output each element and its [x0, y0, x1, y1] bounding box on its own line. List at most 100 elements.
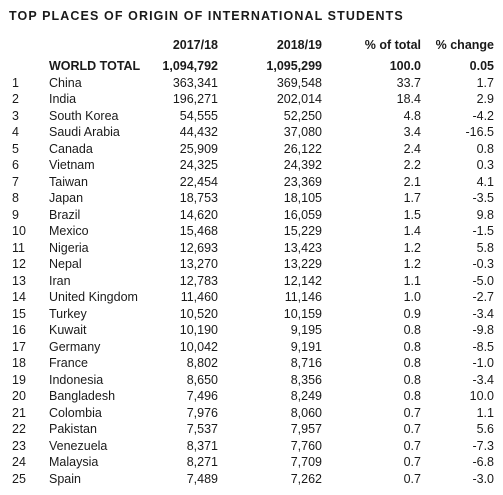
- cell-country: Venezuela: [49, 438, 108, 453]
- cell-percent-change: 1.7: [476, 75, 494, 90]
- cell-2017-18: 7,976: [186, 405, 218, 420]
- cell-country: Saudi Arabia: [49, 125, 120, 139]
- cell-percent-change: 2.9: [476, 92, 494, 106]
- table-row: 10 Mexico 15,468 15,229 1.4 -1.5: [0, 223, 503, 240]
- column-header-2017-18: 2017/18: [172, 38, 218, 52]
- cell-2017-18: 15,468: [179, 224, 218, 238]
- cell-rank: 11: [12, 240, 25, 255]
- cell-2017-18: 8,271: [186, 455, 218, 469]
- cell-percent-of-total: 4.8: [403, 108, 421, 123]
- cell-rank: 17: [12, 339, 26, 354]
- cell-percent-of-total: 2.4: [403, 141, 421, 156]
- cell-country: Nigeria: [49, 240, 89, 255]
- cell-percent-of-total: 1.2: [403, 257, 421, 271]
- cell-percent-change: -8.5: [472, 339, 494, 354]
- cell-rank: 10: [12, 224, 26, 238]
- cell-rank: 15: [12, 306, 26, 321]
- cell-percent-change: -2.7: [472, 290, 494, 304]
- cell-2018-19: 9,191: [290, 339, 322, 354]
- cell-rank: 14: [12, 290, 26, 304]
- cell-percent-of-total: 2.2: [403, 158, 421, 172]
- cell-percent-change: 9.8: [476, 207, 494, 222]
- cell-percent-change: 1.1: [476, 405, 494, 420]
- cell-2018-19: 37,080: [283, 125, 322, 139]
- cell-2017-18: 10,190: [179, 323, 218, 337]
- page-title: TOP PLACES OF ORIGIN OF INTERNATIONAL ST…: [9, 9, 404, 23]
- cell-2017-18: 10,520: [179, 306, 218, 321]
- total-label: WORLD TOTAL: [49, 59, 141, 73]
- cell-percent-of-total: 1.1: [403, 273, 421, 288]
- cell-2017-18: 54,555: [179, 108, 218, 123]
- cell-percent-change: -4.2: [472, 108, 494, 123]
- cell-percent-of-total: 18.4: [396, 92, 421, 106]
- cell-percent-of-total: 1.5: [403, 207, 421, 222]
- cell-percent-change: -7.3: [472, 438, 494, 453]
- cell-2018-19: 13,229: [283, 257, 322, 271]
- table-row: 14 United Kingdom 11,460 11,146 1.0 -2.7: [0, 289, 503, 306]
- cell-2018-19: 12,142: [283, 273, 322, 288]
- cell-percent-of-total: 0.8: [403, 372, 421, 387]
- table-row: 6 Vietnam 24,325 24,392 2.2 0.3: [0, 157, 503, 174]
- cell-country: Mexico: [49, 224, 89, 238]
- cell-rank: 5: [12, 141, 19, 156]
- cell-percent-of-total: 0.7: [403, 422, 421, 436]
- total-2017-18: 1,094,792: [162, 59, 218, 73]
- table-row: 1 China 363,341 369,548 33.7 1.7: [0, 75, 503, 92]
- table-row: 25 Spain 7,489 7,262 0.7 -3.0: [0, 471, 503, 488]
- cell-2018-19: 7,760: [290, 438, 322, 453]
- cell-2017-18: 7,489: [186, 471, 218, 486]
- cell-country: Pakistan: [49, 422, 97, 436]
- cell-2018-19: 7,957: [290, 422, 322, 436]
- cell-2018-19: 23,369: [283, 174, 322, 189]
- cell-country: South Korea: [49, 108, 119, 123]
- cell-percent-change: -1.0: [472, 356, 494, 370]
- table-row: 5 Canada 25,909 26,122 2.4 0.8: [0, 141, 503, 158]
- cell-2017-18: 8,371: [186, 438, 218, 453]
- cell-percent-of-total: 1.4: [403, 224, 421, 238]
- cell-percent-change: 5.6: [476, 422, 494, 436]
- cell-2018-19: 9,195: [290, 323, 322, 337]
- table-row: 4 Saudi Arabia 44,432 37,080 3.4 -16.5: [0, 124, 503, 141]
- cell-percent-of-total: 0.8: [403, 339, 421, 354]
- cell-2018-19: 13,423: [283, 240, 322, 255]
- cell-country: Canada: [49, 141, 93, 156]
- world-total-row: WORLD TOTAL 1,094,792 1,095,299 100.0 0.…: [0, 58, 503, 75]
- cell-rank: 1: [12, 75, 19, 90]
- cell-2017-18: 22,454: [179, 174, 218, 189]
- table-row: 18 France 8,802 8,716 0.8 -1.0: [0, 355, 503, 372]
- cell-rank: 20: [12, 389, 26, 403]
- cell-country: United Kingdom: [49, 290, 138, 304]
- cell-rank: 23: [12, 438, 26, 453]
- cell-rank: 3: [12, 108, 19, 123]
- cell-percent-change: -0.3: [472, 257, 494, 271]
- cell-rank: 25: [12, 471, 26, 486]
- cell-percent-of-total: 0.8: [403, 323, 421, 337]
- cell-2017-18: 12,783: [179, 273, 218, 288]
- cell-rank: 16: [12, 323, 26, 337]
- cell-country: Germany: [49, 339, 101, 354]
- cell-percent-of-total: 0.7: [403, 455, 421, 469]
- cell-percent-change: 5.8: [476, 240, 494, 255]
- cell-country: Kuwait: [49, 323, 87, 337]
- cell-country: India: [49, 92, 77, 106]
- table-row: 7 Taiwan 22,454 23,369 2.1 4.1: [0, 174, 503, 191]
- cell-2018-19: 8,249: [290, 389, 322, 403]
- cell-country: Vietnam: [49, 158, 95, 172]
- cell-rank: 22: [12, 422, 26, 436]
- cell-rank: 18: [12, 356, 26, 370]
- cell-country: Iran: [49, 273, 71, 288]
- cell-country: Japan: [49, 191, 84, 205]
- origins-table: 2017/18 2018/19 % of total % change WORL…: [0, 37, 503, 487]
- cell-percent-of-total: 1.0: [403, 290, 421, 304]
- cell-percent-of-total: 2.1: [403, 174, 421, 189]
- table-row: 13 Iran 12,783 12,142 1.1 -5.0: [0, 273, 503, 290]
- cell-2017-18: 196,271: [172, 92, 218, 106]
- cell-country: Turkey: [49, 306, 87, 321]
- table-row: 9 Brazil 14,620 16,059 1.5 9.8: [0, 207, 503, 224]
- cell-percent-change: -5.0: [472, 273, 494, 288]
- cell-percent-change: 10.0: [469, 389, 494, 403]
- cell-2017-18: 363,341: [172, 75, 218, 90]
- cell-country: Malaysia: [49, 455, 99, 469]
- cell-country: France: [49, 356, 88, 370]
- cell-rank: 4: [12, 125, 19, 139]
